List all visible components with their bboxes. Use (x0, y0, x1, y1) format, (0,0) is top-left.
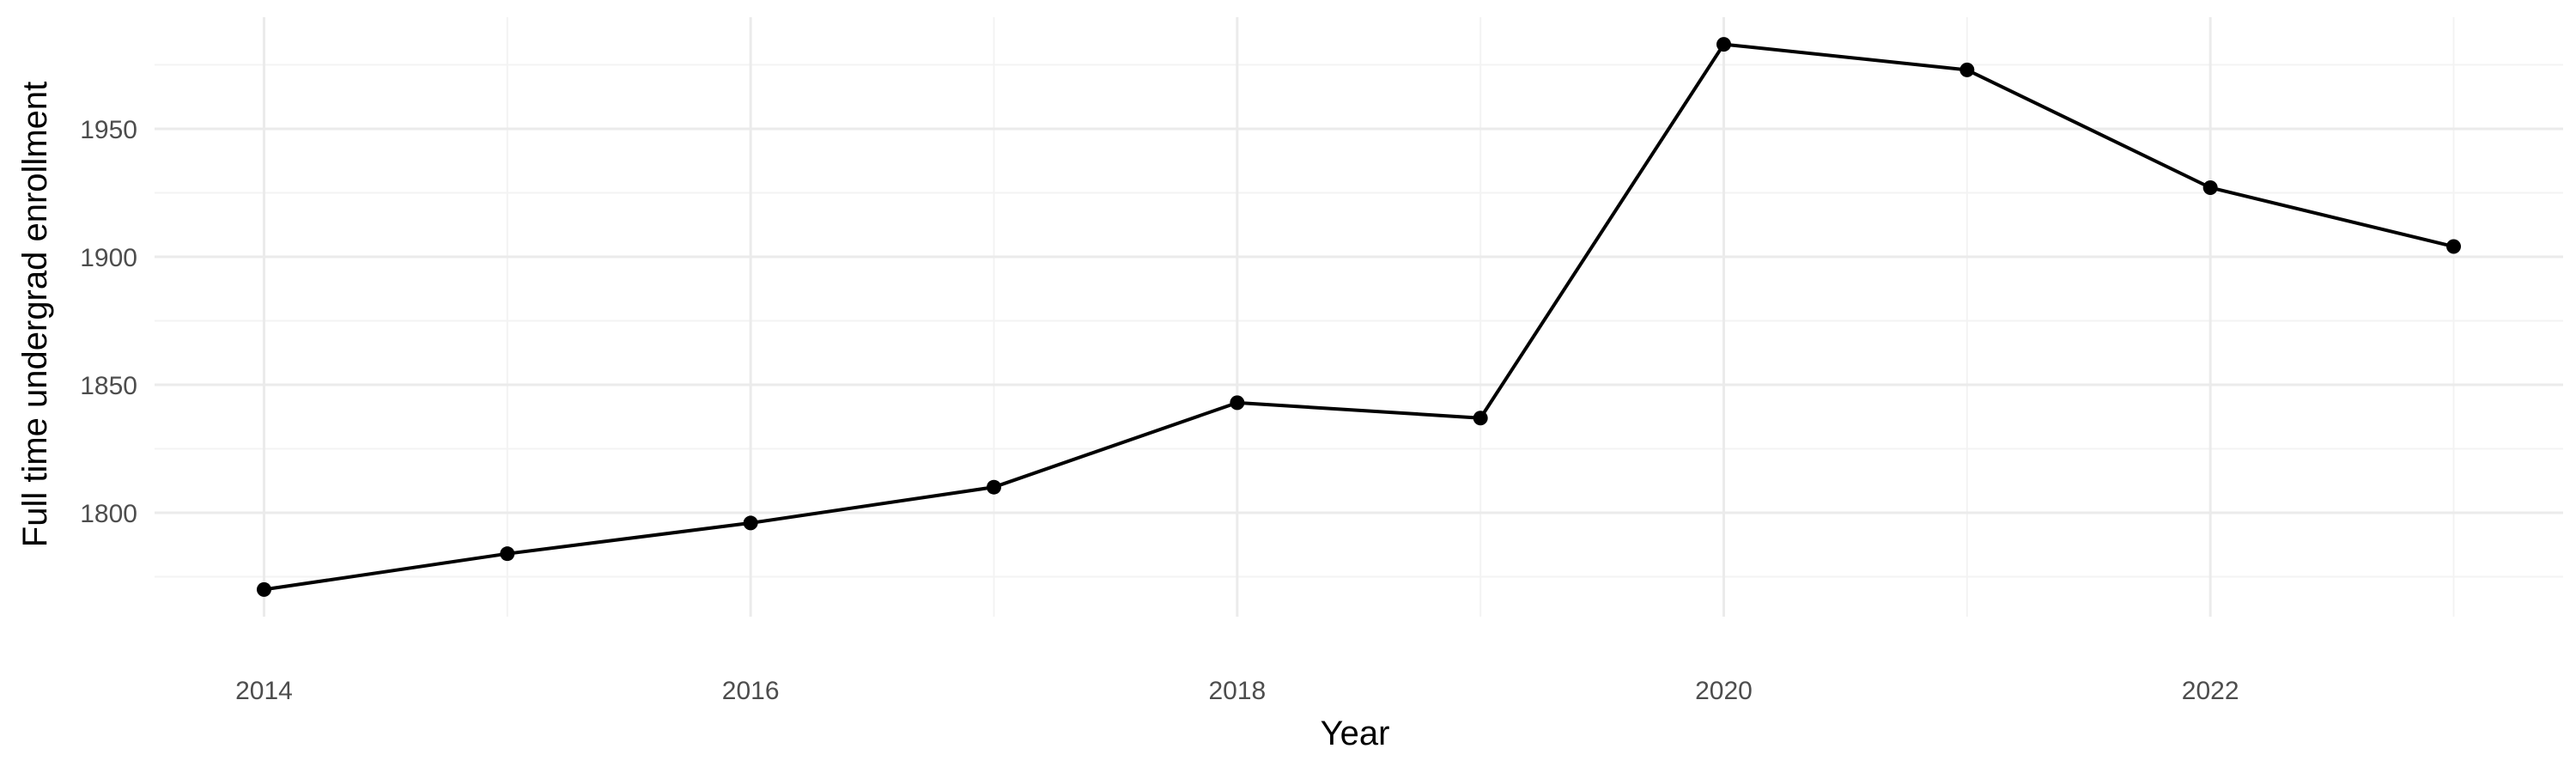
data-point (500, 546, 515, 562)
grid (155, 17, 2563, 617)
y-tick-label: 1850 (80, 372, 137, 400)
data-point (257, 581, 271, 597)
tick-labels: 2014 2016 2018 2020 2022 1800 1850 1900 1950 (80, 116, 2239, 705)
x-tick-label: 2018 (1208, 677, 1266, 705)
data-point (2446, 239, 2461, 254)
x-tick-label: 2016 (722, 677, 780, 705)
series-line (264, 42, 2454, 592)
y-tick-label: 1950 (80, 116, 137, 144)
data-point (743, 515, 758, 531)
data-point (1716, 37, 1731, 52)
y-axis-title: Full time undergrad enrollment (16, 82, 54, 547)
y-tick-label: 1900 (80, 244, 137, 272)
data-point (1230, 395, 1245, 411)
x-axis-title: Year (1321, 715, 1390, 752)
data-point (1959, 62, 1975, 77)
data-point (987, 479, 1001, 495)
data-point (2202, 180, 2218, 195)
x-tick-label: 2022 (2182, 677, 2239, 705)
x-tick-label: 2014 (235, 677, 293, 705)
data-point (1473, 411, 1488, 426)
y-tick-label: 1800 (80, 500, 137, 528)
series-layer (257, 37, 2461, 597)
x-tick-label: 2020 (1695, 677, 1753, 705)
